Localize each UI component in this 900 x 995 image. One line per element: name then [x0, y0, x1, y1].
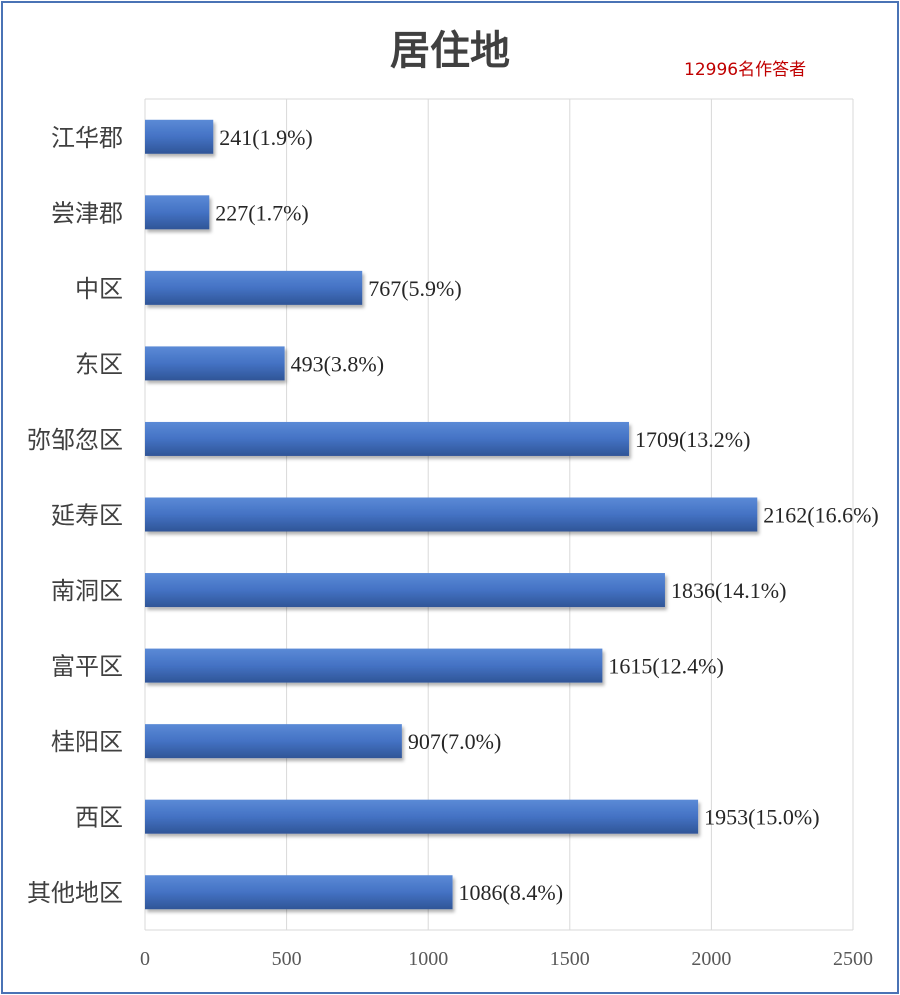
category-label: 富平区	[51, 653, 123, 681]
category-label: 延寿区	[51, 502, 123, 530]
bar	[145, 421, 629, 456]
data-label: 2162(16.6%)	[763, 503, 878, 528]
bar	[145, 648, 603, 683]
category-label: 中区	[75, 275, 123, 303]
category-label: 桂阳区	[51, 728, 123, 756]
data-label: 227(1.7%)	[215, 200, 308, 225]
data-label: 1836(14.1%)	[671, 578, 786, 603]
x-tick-labels: 0 500 1000 1500 2000 2500	[140, 948, 873, 970]
chart-title: 居住地	[390, 27, 510, 74]
bar	[145, 875, 453, 910]
category-label: 西区	[75, 804, 123, 832]
bar	[145, 346, 285, 381]
category-label: 南洞区	[51, 577, 123, 605]
x-tick-label: 2500	[833, 948, 873, 970]
data-label: 493(3.8%)	[291, 351, 384, 376]
data-labels: 241(1.9%) 227(1.7%) 767(5.9%) 493(3.8%) 1709…	[215, 125, 878, 905]
category-label: 尝津郡	[51, 199, 123, 227]
category-label: 江华郡	[51, 124, 123, 152]
data-label: 1709(13.2%)	[635, 427, 750, 452]
category-label: 东区	[75, 350, 123, 378]
category-label: 弥邹忽区	[27, 426, 123, 454]
respondent-count-note: 12996名作答者	[684, 60, 807, 80]
bar	[145, 573, 665, 608]
data-label: 767(5.9%)	[368, 276, 461, 301]
bars	[145, 119, 758, 910]
data-label: 1953(15.0%)	[704, 805, 819, 830]
data-label: 1615(12.4%)	[608, 654, 723, 679]
bar	[145, 270, 363, 305]
x-tick-label: 1500	[550, 948, 590, 970]
x-tick-label: 500	[272, 948, 302, 970]
bar	[145, 799, 699, 834]
bar	[145, 195, 210, 230]
x-tick-label: 0	[140, 948, 150, 970]
data-label: 241(1.9%)	[219, 125, 312, 150]
bar	[145, 724, 402, 759]
x-tick-label: 1000	[408, 948, 448, 970]
x-tick-label: 2000	[691, 948, 731, 970]
bar	[145, 497, 758, 532]
data-label: 1086(8.4%)	[459, 880, 563, 905]
bar	[145, 119, 214, 154]
category-label: 其他地区	[27, 879, 123, 907]
data-label: 907(7.0%)	[408, 729, 501, 754]
